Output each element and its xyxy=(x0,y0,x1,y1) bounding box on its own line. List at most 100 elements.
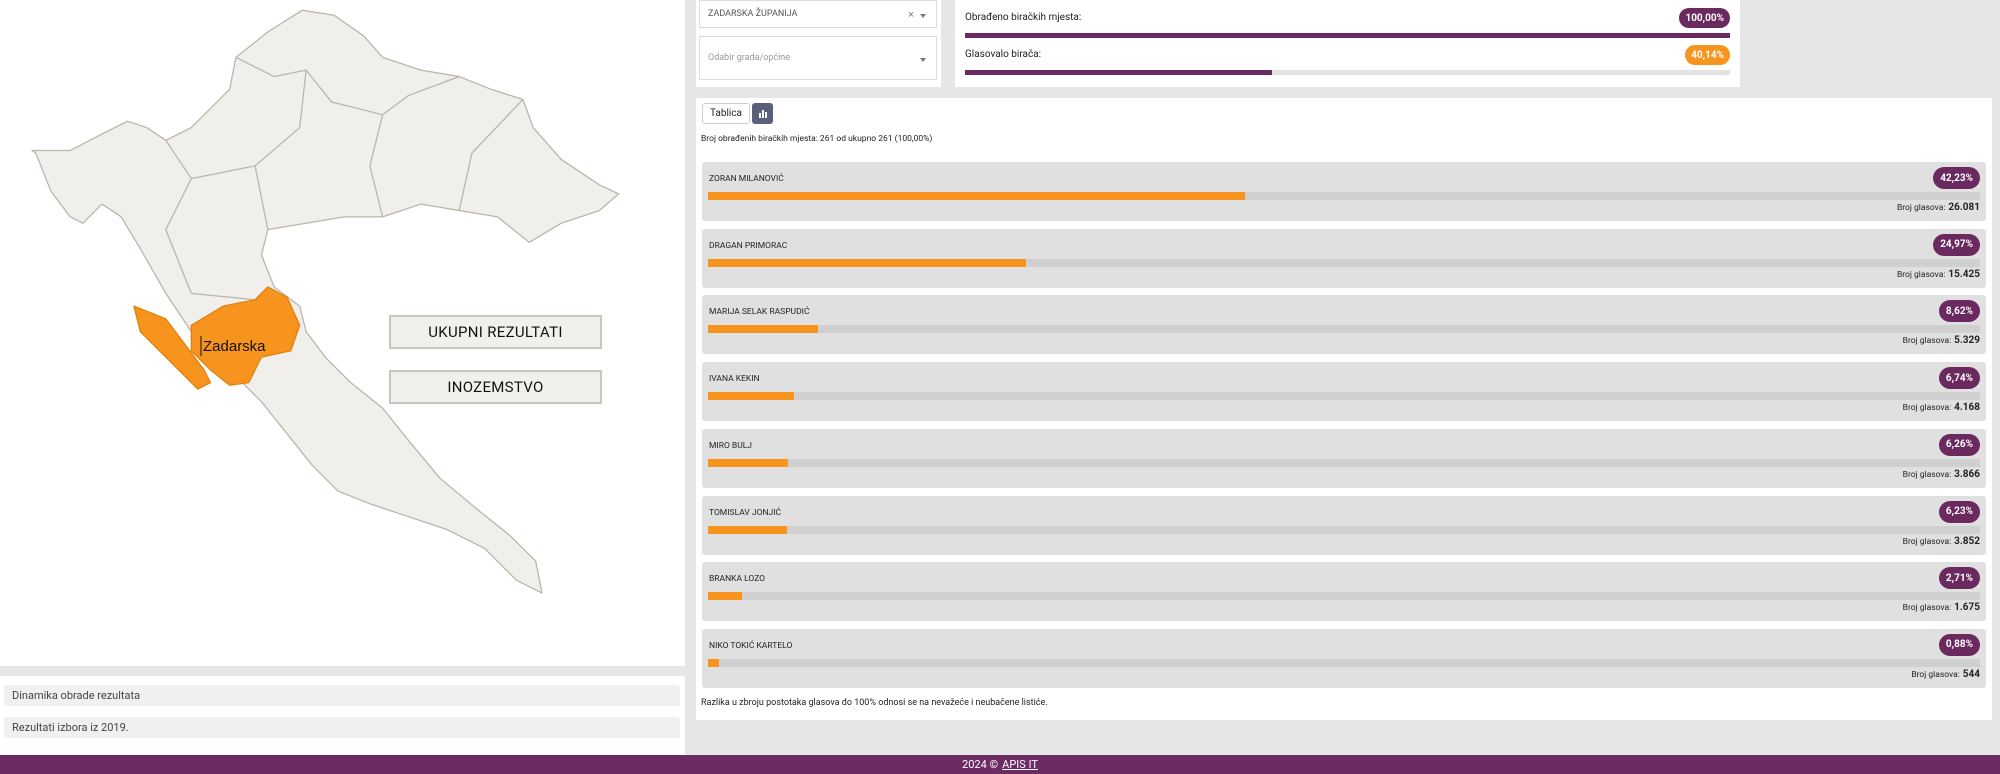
vote-bar xyxy=(708,325,818,334)
votes-count: 1.675 xyxy=(1954,602,1980,614)
filter-panel: ZADARSKA ŽUPANIJA × Odabir grada/općine xyxy=(696,0,941,87)
stat-bar xyxy=(965,70,1273,75)
map: Zadarska xyxy=(31,9,620,594)
county-select[interactable]: ZADARSKA ŽUPANIJA × xyxy=(699,0,937,28)
candidate-name: BRANKA LOZO xyxy=(709,574,766,585)
footer-link[interactable]: APIS IT xyxy=(1002,758,1038,771)
city-placeholder: Odabir grada/općine xyxy=(708,53,791,63)
accordion-panel: Dinamika obrade rezultata Rezultati izbo… xyxy=(0,676,685,755)
candidate-name: DRAGAN PRIMORAC xyxy=(709,240,788,251)
votes: Broj glasova: 544 xyxy=(1911,669,1980,680)
note: Razlika u zbroju postotaka glasova do 10… xyxy=(701,698,1048,708)
percent-badge: 6,26% xyxy=(1938,433,1980,456)
stat-bar xyxy=(965,33,1730,38)
votes-count: 544 xyxy=(1962,668,1980,680)
candidate-card: DRAGAN PRIMORAC 24,97% Broj glasova: 15.425 xyxy=(702,228,1986,288)
map-country[interactable] xyxy=(31,9,620,594)
percent-badge: 6,74% xyxy=(1938,367,1980,390)
summary: Broj obrađenih biračkih mjesta: 261 od u… xyxy=(701,134,933,144)
vote-track xyxy=(708,258,1980,267)
percent-badge: 2,71% xyxy=(1938,567,1980,590)
caret xyxy=(920,58,926,62)
abroad-button[interactable]: INOZEMSTVO xyxy=(389,370,602,404)
table-tab[interactable]: Tablica xyxy=(702,103,750,124)
candidate-card: BRANKA LOZO 2,71% Broj glasova: 1.675 xyxy=(702,562,1986,622)
chart-icon xyxy=(759,110,767,118)
votes-count: 15.425 xyxy=(1948,268,1980,280)
stat-track xyxy=(965,33,1730,38)
footer: 2024 © APIS IT xyxy=(0,755,2000,774)
votes: Broj glasova: 15.425 xyxy=(1897,269,1980,280)
map-region-zadarska[interactable] xyxy=(133,286,301,390)
candidate-name: ZORAN MILANOVIĆ xyxy=(709,174,784,184)
percent-badge: 24,97% xyxy=(1933,233,1980,256)
votes-count: 3.852 xyxy=(1954,535,1980,547)
vote-track xyxy=(708,192,1980,200)
votes: Broj glasova: 5.329 xyxy=(1903,335,1980,346)
candidate-name: MARIJA SELAK RASPUDIĆ xyxy=(709,307,810,318)
vote-bar xyxy=(708,458,788,467)
stat-track xyxy=(965,70,1730,75)
stats-panel: Obrađeno biračkih mjesta: 100,00% Glasoval… xyxy=(955,0,1740,87)
candidate-card: IVANA KEKIN 6,74% Broj glasova: 4.168 xyxy=(702,362,1986,422)
votes: Broj glasova: 3.852 xyxy=(1903,536,1980,547)
candidate-name: TOMISLAV JONJIĆ xyxy=(709,507,782,518)
votes-count: 4.168 xyxy=(1954,402,1980,414)
results-panel: Tablica Broj obrađenih biračkih mjesta: … xyxy=(696,98,1992,720)
vote-bar xyxy=(708,525,788,534)
votes-caption: Broj glasova: xyxy=(1902,336,1952,347)
vote-bar xyxy=(708,192,1246,200)
vote-bar xyxy=(708,258,1026,267)
candidate-name: IVANA KEKIN xyxy=(709,374,760,385)
votes-caption: Broj glasova: xyxy=(1896,269,1946,280)
city-select[interactable]: Odabir grada/općine xyxy=(699,36,937,80)
vote-track xyxy=(708,525,1980,534)
vote-bar xyxy=(708,658,720,667)
votes: Broj glasova: 1.675 xyxy=(1903,602,1980,613)
candidate-card: MIRO BULJ 6,26% Broj glasova: 3.866 xyxy=(702,428,1986,488)
percent-badge: 8,62% xyxy=(1938,300,1980,323)
region-label: Zadarska xyxy=(203,338,266,355)
vote-track xyxy=(708,592,1980,601)
percent-badge: 42,23% xyxy=(1933,167,1980,189)
county-value: ZADARSKA ŽUPANIJA xyxy=(708,9,798,19)
votes-count: 26.081 xyxy=(1948,202,1980,213)
stat-badge: 100,00% xyxy=(1679,8,1730,28)
candidate-name: NIKO TOKIĆ KARTELO xyxy=(709,640,793,651)
vote-track xyxy=(708,658,1980,667)
total-results-button[interactable]: UKUPNI REZULTATI xyxy=(389,315,602,349)
footer-text: 2024 © xyxy=(962,758,999,771)
stat-badge: 40,14% xyxy=(1685,45,1730,65)
accordion-item[interactable]: Dinamika obrade rezultata xyxy=(4,685,680,706)
accordion-item[interactable]: Rezultati izbora iz 2019. xyxy=(4,717,680,738)
candidate-card: NIKO TOKIĆ KARTELO 0,88% Broj glasova: 544 xyxy=(702,628,1986,688)
percent-badge: 0,88% xyxy=(1938,633,1980,656)
percent-badge: 6,23% xyxy=(1938,500,1980,523)
vote-track xyxy=(708,325,1980,334)
votes: Broj glasova: 26.081 xyxy=(1897,202,1980,213)
candidate-name: MIRO BULJ xyxy=(709,440,753,451)
vote-track xyxy=(708,392,1980,401)
stat-label: Glasovalo birača: xyxy=(965,49,1042,60)
votes-caption: Broj glasova: xyxy=(1902,603,1952,614)
caret xyxy=(920,14,926,18)
candidate-card: TOMISLAV JONJIĆ 6,23% Broj glasova: 3.852 xyxy=(702,495,1986,555)
votes-caption: Broj glasova: xyxy=(1902,536,1952,547)
votes-caption: Broj glasova: xyxy=(1911,669,1960,680)
vote-bar xyxy=(708,392,794,401)
votes-count: 5.329 xyxy=(1954,335,1980,347)
vote-track xyxy=(708,458,1980,467)
stat-label: Obrađeno biračkih mjesta: xyxy=(965,12,1082,23)
vote-bar xyxy=(708,592,743,601)
votes-caption: Broj glasova: xyxy=(1902,469,1952,480)
chart-tab[interactable] xyxy=(752,103,773,124)
votes-count: 3.866 xyxy=(1954,468,1980,480)
votes: Broj glasova: 3.866 xyxy=(1903,469,1980,480)
candidate-card: MARIJA SELAK RASPUDIĆ 8,62% Broj glasova: 5… xyxy=(702,295,1986,355)
votes-caption: Broj glasova: xyxy=(1896,203,1946,213)
votes: Broj glasova: 4.168 xyxy=(1903,402,1980,413)
clear-button[interactable]: × xyxy=(908,7,914,21)
votes-caption: Broj glasova: xyxy=(1902,403,1952,414)
map-panel: Zadarska UKUPNI REZULTATI INOZEMSTVO xyxy=(0,0,685,666)
